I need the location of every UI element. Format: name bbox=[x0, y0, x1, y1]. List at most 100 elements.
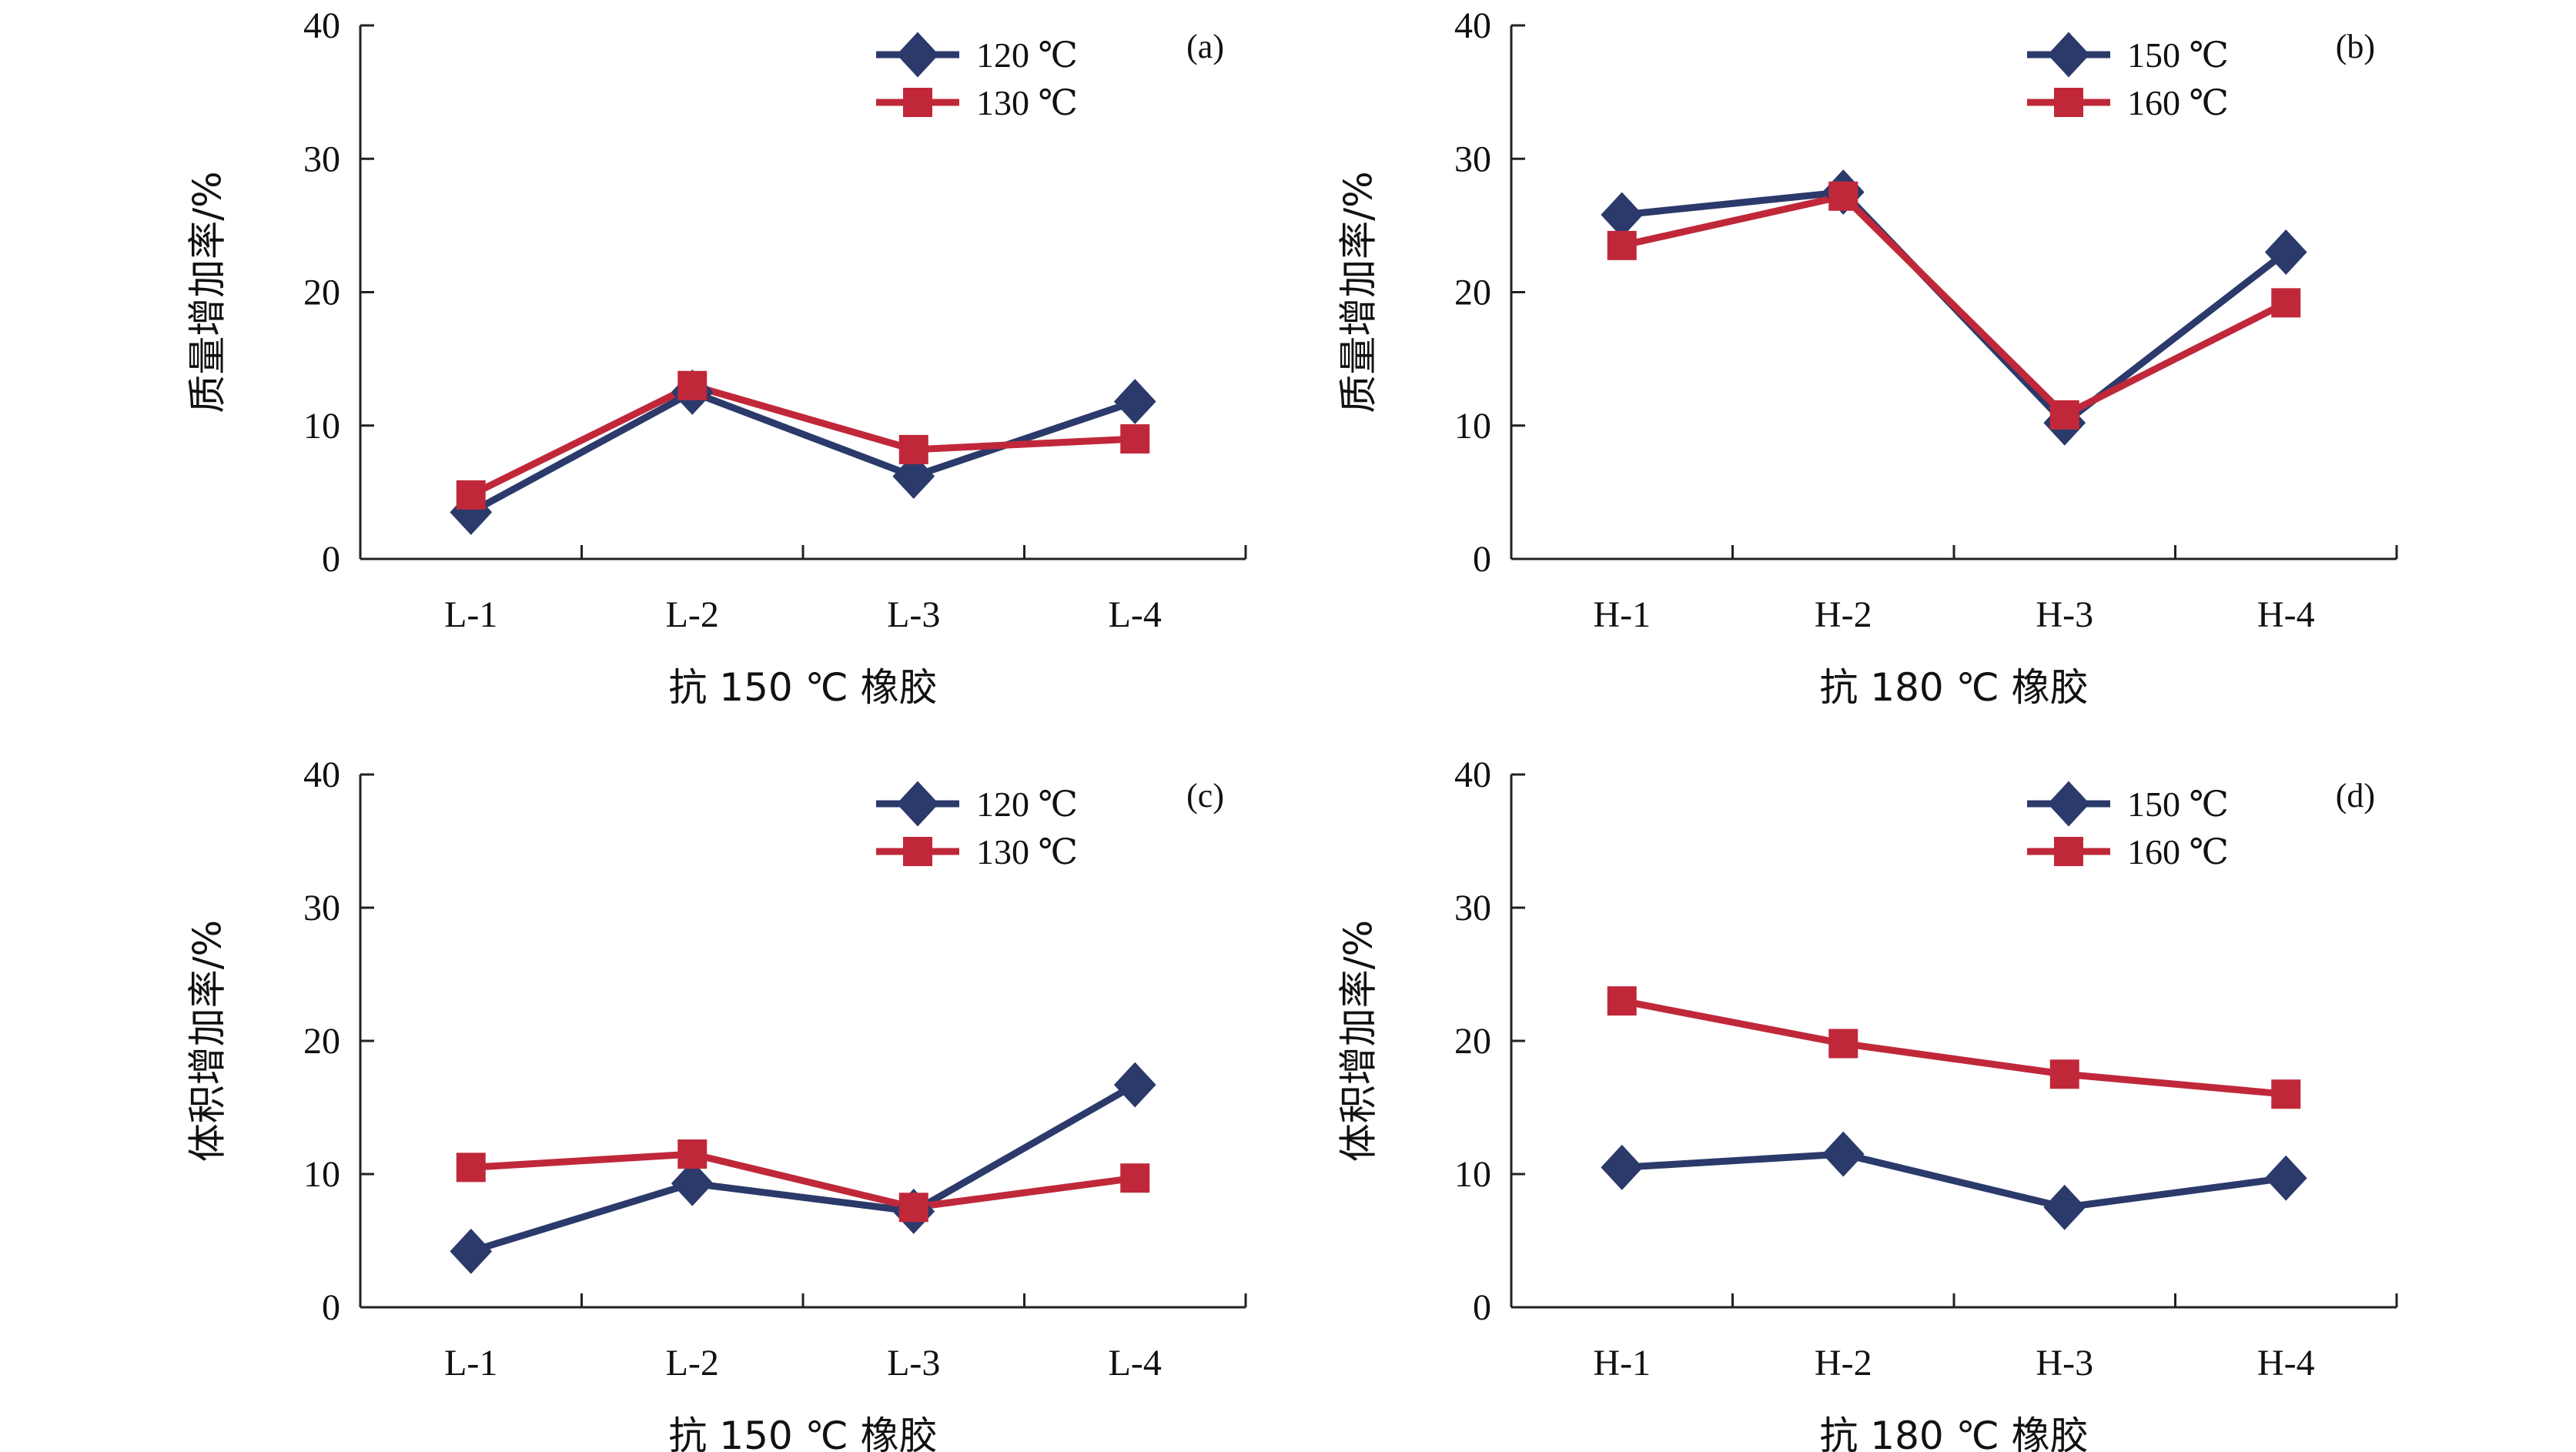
y-tick-label: 40 bbox=[303, 754, 340, 795]
legend-label: 120 ℃ bbox=[976, 785, 1078, 824]
y-axis-title: 质量增加率/% bbox=[1337, 171, 1381, 413]
data-point-square bbox=[1120, 424, 1150, 454]
y-tick-label: 10 bbox=[303, 406, 340, 447]
y-tick-label: 20 bbox=[1454, 273, 1491, 313]
series-line-2 bbox=[1618, 997, 2290, 1098]
y-tick-label: 30 bbox=[303, 139, 340, 179]
legend-entry-2: 130 ℃ bbox=[876, 832, 1078, 872]
legend-entry-2: 160 ℃ bbox=[2027, 83, 2229, 122]
x-axis-title: 抗 180 ℃ 橡胶 bbox=[1819, 1414, 2088, 1452]
series-line-1 bbox=[1618, 1150, 2290, 1211]
chart-panel-2: 0 10 20 30 40 H-1 H-2 H-3 H-4 抗 180 ℃ 橡胶 质量增加率/% (b… bbox=[1337, 5, 2398, 710]
legend-diamond-icon bbox=[896, 32, 939, 78]
data-point-square bbox=[2049, 1059, 2079, 1089]
x-tick-label: L-1 bbox=[444, 1343, 497, 1383]
chart-panel-3: 0 10 20 30 40 L-1 L-2 L-3 L-4 抗 150 ℃ 橡胶 体积增加率/% (c… bbox=[186, 754, 1247, 1452]
data-point-square bbox=[1120, 1163, 1150, 1193]
x-tick-label: H-2 bbox=[1815, 1343, 1872, 1383]
data-point-square bbox=[456, 480, 486, 510]
legend-label: 150 ℃ bbox=[2127, 35, 2229, 75]
panel-label: (a) bbox=[1186, 28, 1224, 65]
y-tick-label: 10 bbox=[303, 1154, 340, 1195]
series-line-1 bbox=[467, 1081, 1139, 1255]
series-line-2 bbox=[1618, 192, 2290, 419]
x-tick-label: L-1 bbox=[444, 594, 497, 635]
x-tick-label: L-2 bbox=[666, 594, 719, 635]
x-tick-label: H-4 bbox=[2257, 594, 2315, 635]
data-point-diamond bbox=[450, 1228, 493, 1274]
data-point-square bbox=[1607, 230, 1637, 260]
x-axis-title: 抗 180 ℃ 橡胶 bbox=[1819, 665, 2088, 710]
legend-label: 160 ℃ bbox=[2127, 83, 2229, 122]
legend-label: 150 ℃ bbox=[2127, 785, 2229, 824]
data-point-diamond bbox=[1601, 1144, 1644, 1190]
data-point-square bbox=[2271, 1079, 2301, 1109]
data-point-diamond bbox=[671, 1160, 714, 1206]
y-axis-title: 质量增加率/% bbox=[186, 171, 230, 413]
data-point-square bbox=[2271, 288, 2301, 318]
y-tick-label: 30 bbox=[303, 888, 340, 928]
x-tick-label: H-2 bbox=[1815, 594, 1872, 635]
y-tick-label: 30 bbox=[1454, 888, 1491, 928]
legend-entry-1: 120 ℃ bbox=[876, 32, 1078, 78]
x-tick-label: H-3 bbox=[2036, 594, 2093, 635]
legend-square-icon bbox=[2054, 837, 2083, 866]
y-tick-label: 0 bbox=[322, 1287, 340, 1328]
panel-label: (b) bbox=[2336, 28, 2375, 65]
legend-label: 120 ℃ bbox=[976, 35, 1078, 75]
y-axis-title: 体积增加率/% bbox=[186, 920, 230, 1162]
y-axis-title: 体积增加率/% bbox=[1337, 920, 1381, 1162]
y-tick-label: 20 bbox=[1454, 1021, 1491, 1062]
y-tick-label: 20 bbox=[303, 1021, 340, 1062]
series-line-2 bbox=[467, 382, 1139, 499]
legend-square-icon bbox=[903, 88, 932, 117]
x-tick-label: L-2 bbox=[666, 1343, 719, 1383]
chart-panel-4: 0 10 20 30 40 H-1 H-2 H-3 H-4 抗 180 ℃ 橡胶 体积增加率/% (d… bbox=[1337, 754, 2398, 1452]
y-tick-label: 0 bbox=[1473, 1287, 1491, 1328]
x-tick-label: H-1 bbox=[1593, 1343, 1651, 1383]
data-point-diamond bbox=[892, 453, 935, 500]
data-point-square bbox=[898, 1193, 928, 1223]
data-point-diamond bbox=[2264, 1155, 2307, 1201]
data-point-square bbox=[456, 1153, 486, 1183]
y-tick-label: 20 bbox=[303, 273, 340, 313]
data-point-square bbox=[1828, 1029, 1858, 1059]
x-tick-label: L-4 bbox=[1109, 1343, 1162, 1383]
x-tick-label: H-4 bbox=[2257, 1343, 2315, 1383]
legend-square-icon bbox=[903, 837, 932, 866]
y-tick-label: 0 bbox=[1473, 539, 1491, 580]
y-tick-label: 40 bbox=[1454, 754, 1491, 795]
data-point-square bbox=[677, 1139, 708, 1169]
panel-label: (d) bbox=[2336, 777, 2375, 815]
y-tick-label: 30 bbox=[1454, 139, 1491, 179]
legend-entry-1: 120 ℃ bbox=[876, 781, 1078, 827]
data-point-diamond bbox=[1601, 192, 1644, 238]
x-tick-label: L-3 bbox=[887, 594, 940, 635]
data-point-square bbox=[677, 370, 708, 400]
y-tick-label: 10 bbox=[1454, 1154, 1491, 1195]
data-point-square bbox=[1607, 986, 1637, 1016]
data-point-square bbox=[898, 434, 928, 464]
data-point-diamond bbox=[2264, 229, 2307, 275]
legend-label: 160 ℃ bbox=[2127, 832, 2229, 872]
legend-label: 130 ℃ bbox=[976, 832, 1078, 872]
x-tick-label: L-4 bbox=[1109, 594, 1162, 635]
legend-entry-1: 150 ℃ bbox=[2027, 781, 2229, 827]
legend-diamond-icon bbox=[896, 781, 939, 827]
y-tick-label: 10 bbox=[1454, 406, 1491, 447]
y-tick-label: 40 bbox=[303, 5, 340, 46]
legend-entry-1: 150 ℃ bbox=[2027, 32, 2229, 78]
series-line-2 bbox=[467, 1150, 1139, 1211]
legend-diamond-icon bbox=[2047, 781, 2090, 827]
legend-square-icon bbox=[2054, 88, 2083, 117]
chart-panel-1: 0 10 20 30 40 L-1 L-2 L-3 L-4 抗 150 ℃ 橡胶 质量增加率/% (a… bbox=[186, 5, 1247, 710]
legend-diamond-icon bbox=[2047, 32, 2090, 78]
x-axis-title: 抗 150 ℃ 橡胶 bbox=[668, 1414, 937, 1452]
y-tick-label: 40 bbox=[1454, 5, 1491, 46]
data-point-diamond bbox=[1113, 1062, 1156, 1108]
data-point-square bbox=[2049, 400, 2079, 430]
legend-entry-2: 130 ℃ bbox=[876, 83, 1078, 122]
series-line-1 bbox=[467, 388, 1139, 516]
data-point-diamond bbox=[2043, 1184, 2086, 1230]
